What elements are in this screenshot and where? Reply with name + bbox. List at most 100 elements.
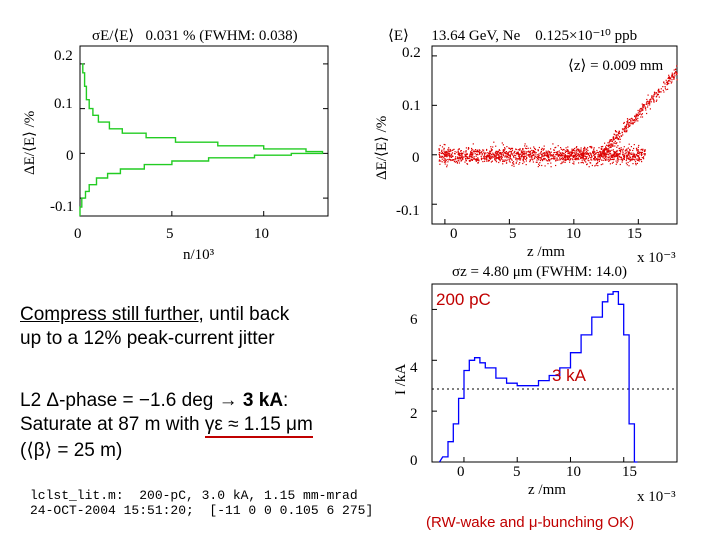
scatter-point xyxy=(449,159,452,161)
scatter-point xyxy=(487,156,489,158)
scatter-point xyxy=(460,160,462,162)
scatter-point xyxy=(634,161,637,163)
scatter-point xyxy=(496,153,498,155)
scatter-point xyxy=(613,139,615,141)
scatter-point xyxy=(600,151,602,153)
scatter-point xyxy=(542,158,544,161)
scatter-point xyxy=(668,74,670,76)
scatter-point xyxy=(508,157,510,159)
scatter-point xyxy=(607,156,609,158)
scatter-point xyxy=(538,146,540,149)
scatter-point xyxy=(512,162,514,164)
scatter-point xyxy=(646,98,648,101)
scatter-point xyxy=(599,157,601,159)
scatter-point xyxy=(627,147,629,149)
scatter-point xyxy=(443,153,445,155)
scatter-point xyxy=(553,158,555,160)
scatter-point xyxy=(515,158,517,161)
scatter-point xyxy=(636,119,638,121)
scatter-point xyxy=(638,151,640,153)
scatter-point xyxy=(565,156,567,158)
scatter-point xyxy=(577,148,579,150)
scatter-point xyxy=(608,151,610,153)
scatter-point xyxy=(465,150,467,152)
scatter-point xyxy=(574,159,577,161)
scatter-point xyxy=(626,157,628,159)
scatter-point xyxy=(586,156,588,158)
scatter-point xyxy=(446,155,448,157)
text-line-3-end: : xyxy=(283,390,289,411)
scatter-point xyxy=(465,159,467,161)
scatter-point xyxy=(525,164,527,166)
scatter-point xyxy=(623,154,626,156)
scatter-point xyxy=(567,155,569,157)
scatter-point xyxy=(630,122,632,125)
scatter-point xyxy=(609,150,611,152)
scatter-point xyxy=(674,72,676,74)
scatter-point xyxy=(477,158,479,161)
scatter-point xyxy=(550,162,552,164)
scatter-point xyxy=(622,151,624,153)
right-ytick-0: 0.2 xyxy=(402,45,421,61)
right-ytick-1: 0.1 xyxy=(402,98,421,114)
scatter-point xyxy=(647,106,649,108)
scatter-point xyxy=(491,157,493,159)
scatter-point xyxy=(486,156,488,158)
scatter-point xyxy=(466,158,468,160)
scatter-point xyxy=(471,154,473,156)
scatter-point xyxy=(585,158,587,160)
scatter-point xyxy=(520,153,522,155)
scatter-point xyxy=(458,153,460,155)
scatter-point xyxy=(645,107,647,109)
current-xscale: x 10⁻³ xyxy=(637,489,676,505)
scatter-point xyxy=(522,148,524,150)
scatter-point xyxy=(619,149,621,151)
scatter-point xyxy=(609,146,611,149)
scatter-point xyxy=(543,145,545,147)
scatter-point xyxy=(489,158,492,160)
scatter-point xyxy=(468,157,470,160)
scatter-point xyxy=(490,152,492,155)
peak-current-label: 3 kA xyxy=(552,366,587,385)
scatter-point xyxy=(635,158,637,160)
scatter-point xyxy=(563,153,565,155)
scatter-point xyxy=(480,155,482,157)
scatter-point xyxy=(624,153,626,155)
scatter-point xyxy=(609,158,611,160)
scatter-point xyxy=(498,155,500,157)
scatter-point xyxy=(496,151,498,153)
scatter-point xyxy=(491,160,493,162)
scatter-point xyxy=(468,147,470,149)
scatter-point xyxy=(524,155,526,157)
scatter-point xyxy=(565,159,567,162)
scatter-point xyxy=(610,153,612,155)
scatter-point xyxy=(519,155,521,157)
scatter-point xyxy=(613,151,615,153)
scatter-point xyxy=(443,159,445,161)
scatter-point xyxy=(495,153,497,155)
scatter-point xyxy=(534,156,537,158)
scatter-point xyxy=(468,156,470,158)
scatter-point xyxy=(628,165,630,167)
scatter-point xyxy=(522,151,524,153)
scatter-point xyxy=(632,152,634,154)
scatter-point xyxy=(612,143,614,145)
scatter-point xyxy=(523,152,525,154)
scatter-point xyxy=(641,157,643,159)
scatter-point xyxy=(438,148,440,150)
scatter-point xyxy=(538,159,540,161)
scatter-point xyxy=(444,158,446,160)
scatter-point xyxy=(492,154,494,156)
scatter-point xyxy=(613,154,615,156)
scatter-point xyxy=(660,88,662,90)
scatter-point xyxy=(658,91,660,93)
scatter-point xyxy=(646,101,648,103)
scatter-point xyxy=(619,163,621,166)
scatter-point xyxy=(481,153,483,155)
scatter-point xyxy=(597,154,599,156)
scatter-point xyxy=(634,157,636,159)
scatter-point xyxy=(475,155,477,157)
scatter-point xyxy=(439,156,441,158)
scatter-point xyxy=(472,152,474,154)
scatter-point xyxy=(642,148,644,150)
